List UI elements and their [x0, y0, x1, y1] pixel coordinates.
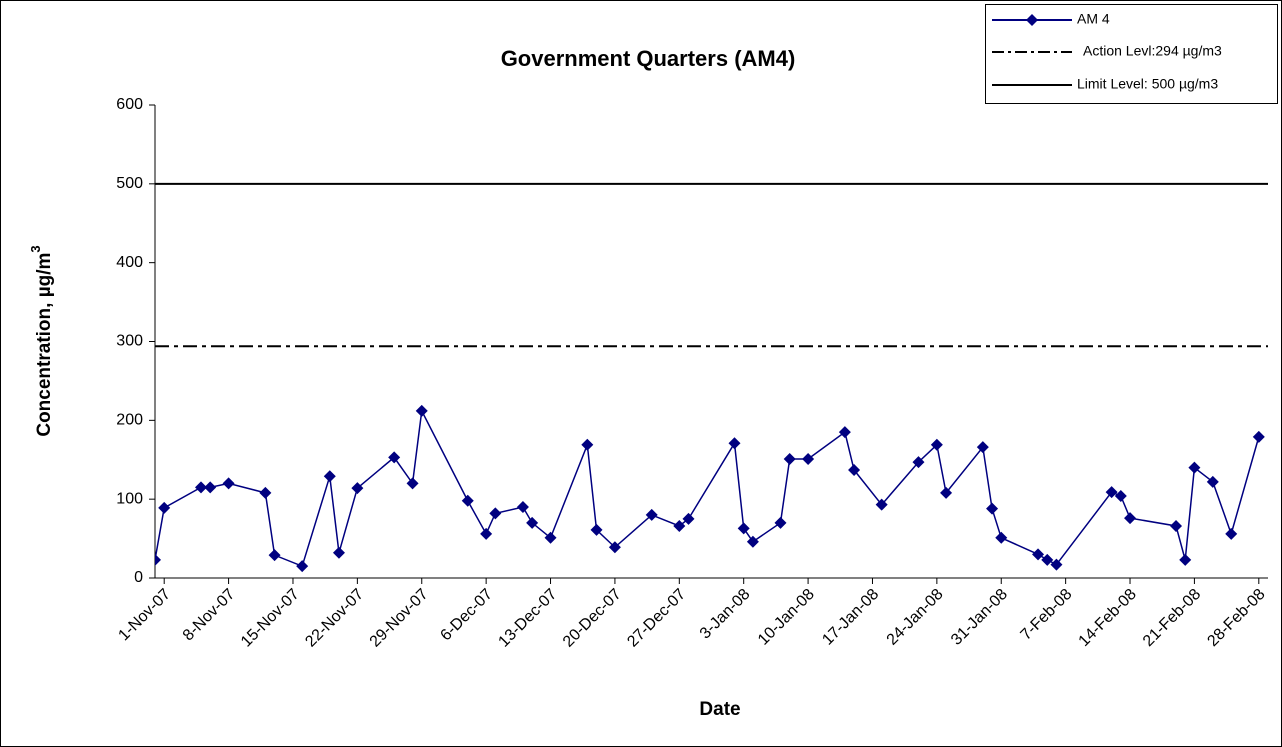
- y-tick-label: 500: [116, 175, 143, 192]
- data-point: [802, 452, 815, 465]
- legend-label: Limit Level: 500 µg/m3: [1077, 76, 1218, 92]
- data-point: [783, 452, 796, 465]
- data-point: [1105, 486, 1118, 499]
- data-point: [1050, 558, 1063, 571]
- data-point: [1041, 553, 1054, 566]
- data-point: [673, 519, 686, 532]
- data-point: [1179, 553, 1192, 566]
- data-point: [415, 404, 428, 417]
- y-tick-label: 200: [116, 412, 143, 429]
- data-point: [976, 441, 989, 454]
- legend: AM 4 Action Levl:294 µg/m3 Limit Level: …: [985, 4, 1278, 104]
- y-tick-label: 300: [116, 333, 143, 350]
- data-point: [406, 477, 419, 490]
- data-point: [581, 438, 594, 451]
- plot-area: [155, 182, 1268, 573]
- y-axis-title-text: Concentration, µg/m: [34, 253, 55, 437]
- legend-marker: [1026, 14, 1038, 26]
- data-point: [728, 437, 741, 450]
- data-point: [912, 456, 925, 469]
- legend-label: AM 4: [1077, 11, 1110, 27]
- data-point: [645, 508, 658, 521]
- y-tick-label: 400: [116, 254, 143, 271]
- legend-label: Action Levl:294 µg/m3: [1083, 43, 1222, 59]
- data-point: [155, 553, 161, 566]
- data-point: [848, 463, 861, 476]
- data-point: [590, 523, 603, 536]
- data-point: [516, 501, 529, 514]
- data-point: [332, 546, 345, 559]
- data-point: [995, 531, 1008, 544]
- y-tick-label: 0: [134, 569, 143, 586]
- y-tick-label: 100: [116, 490, 143, 507]
- data-point: [296, 560, 309, 573]
- data-point: [480, 527, 493, 540]
- data-point: [194, 481, 207, 494]
- data-point: [682, 512, 695, 525]
- data-point: [388, 451, 401, 464]
- data-point: [323, 470, 336, 483]
- data-point: [838, 426, 851, 439]
- data-point: [351, 482, 364, 495]
- data-point: [1252, 430, 1265, 443]
- y-tick-label: 600: [116, 96, 143, 113]
- y-axis-title-sup: 3: [28, 245, 43, 252]
- data-point: [746, 535, 759, 548]
- data-point: [1032, 548, 1045, 561]
- data-point: [930, 438, 943, 451]
- data-point: [875, 498, 888, 511]
- data-point: [489, 507, 502, 520]
- x-axis-title: Date: [699, 699, 740, 720]
- data-point: [268, 549, 281, 562]
- data-point: [1188, 461, 1201, 474]
- data-point: [158, 501, 171, 514]
- data-point: [1225, 527, 1238, 540]
- data-point: [222, 477, 235, 490]
- data-point: [544, 531, 557, 544]
- data-point: [986, 502, 999, 515]
- data-point: [608, 541, 621, 554]
- data-point: [737, 522, 750, 535]
- data-point: [461, 494, 474, 507]
- data-point: [1170, 519, 1183, 532]
- data-point: [204, 481, 217, 494]
- data-point: [1124, 512, 1137, 525]
- data-point: [940, 486, 953, 499]
- data-point: [1114, 490, 1127, 503]
- data-point: [259, 486, 272, 499]
- data-point: [526, 516, 539, 529]
- chart-title: Government Quarters (AM4): [501, 46, 796, 71]
- data-point: [1206, 475, 1219, 488]
- data-point: [774, 516, 787, 529]
- y-axis-title: Concentration, µg/m3: [28, 245, 55, 436]
